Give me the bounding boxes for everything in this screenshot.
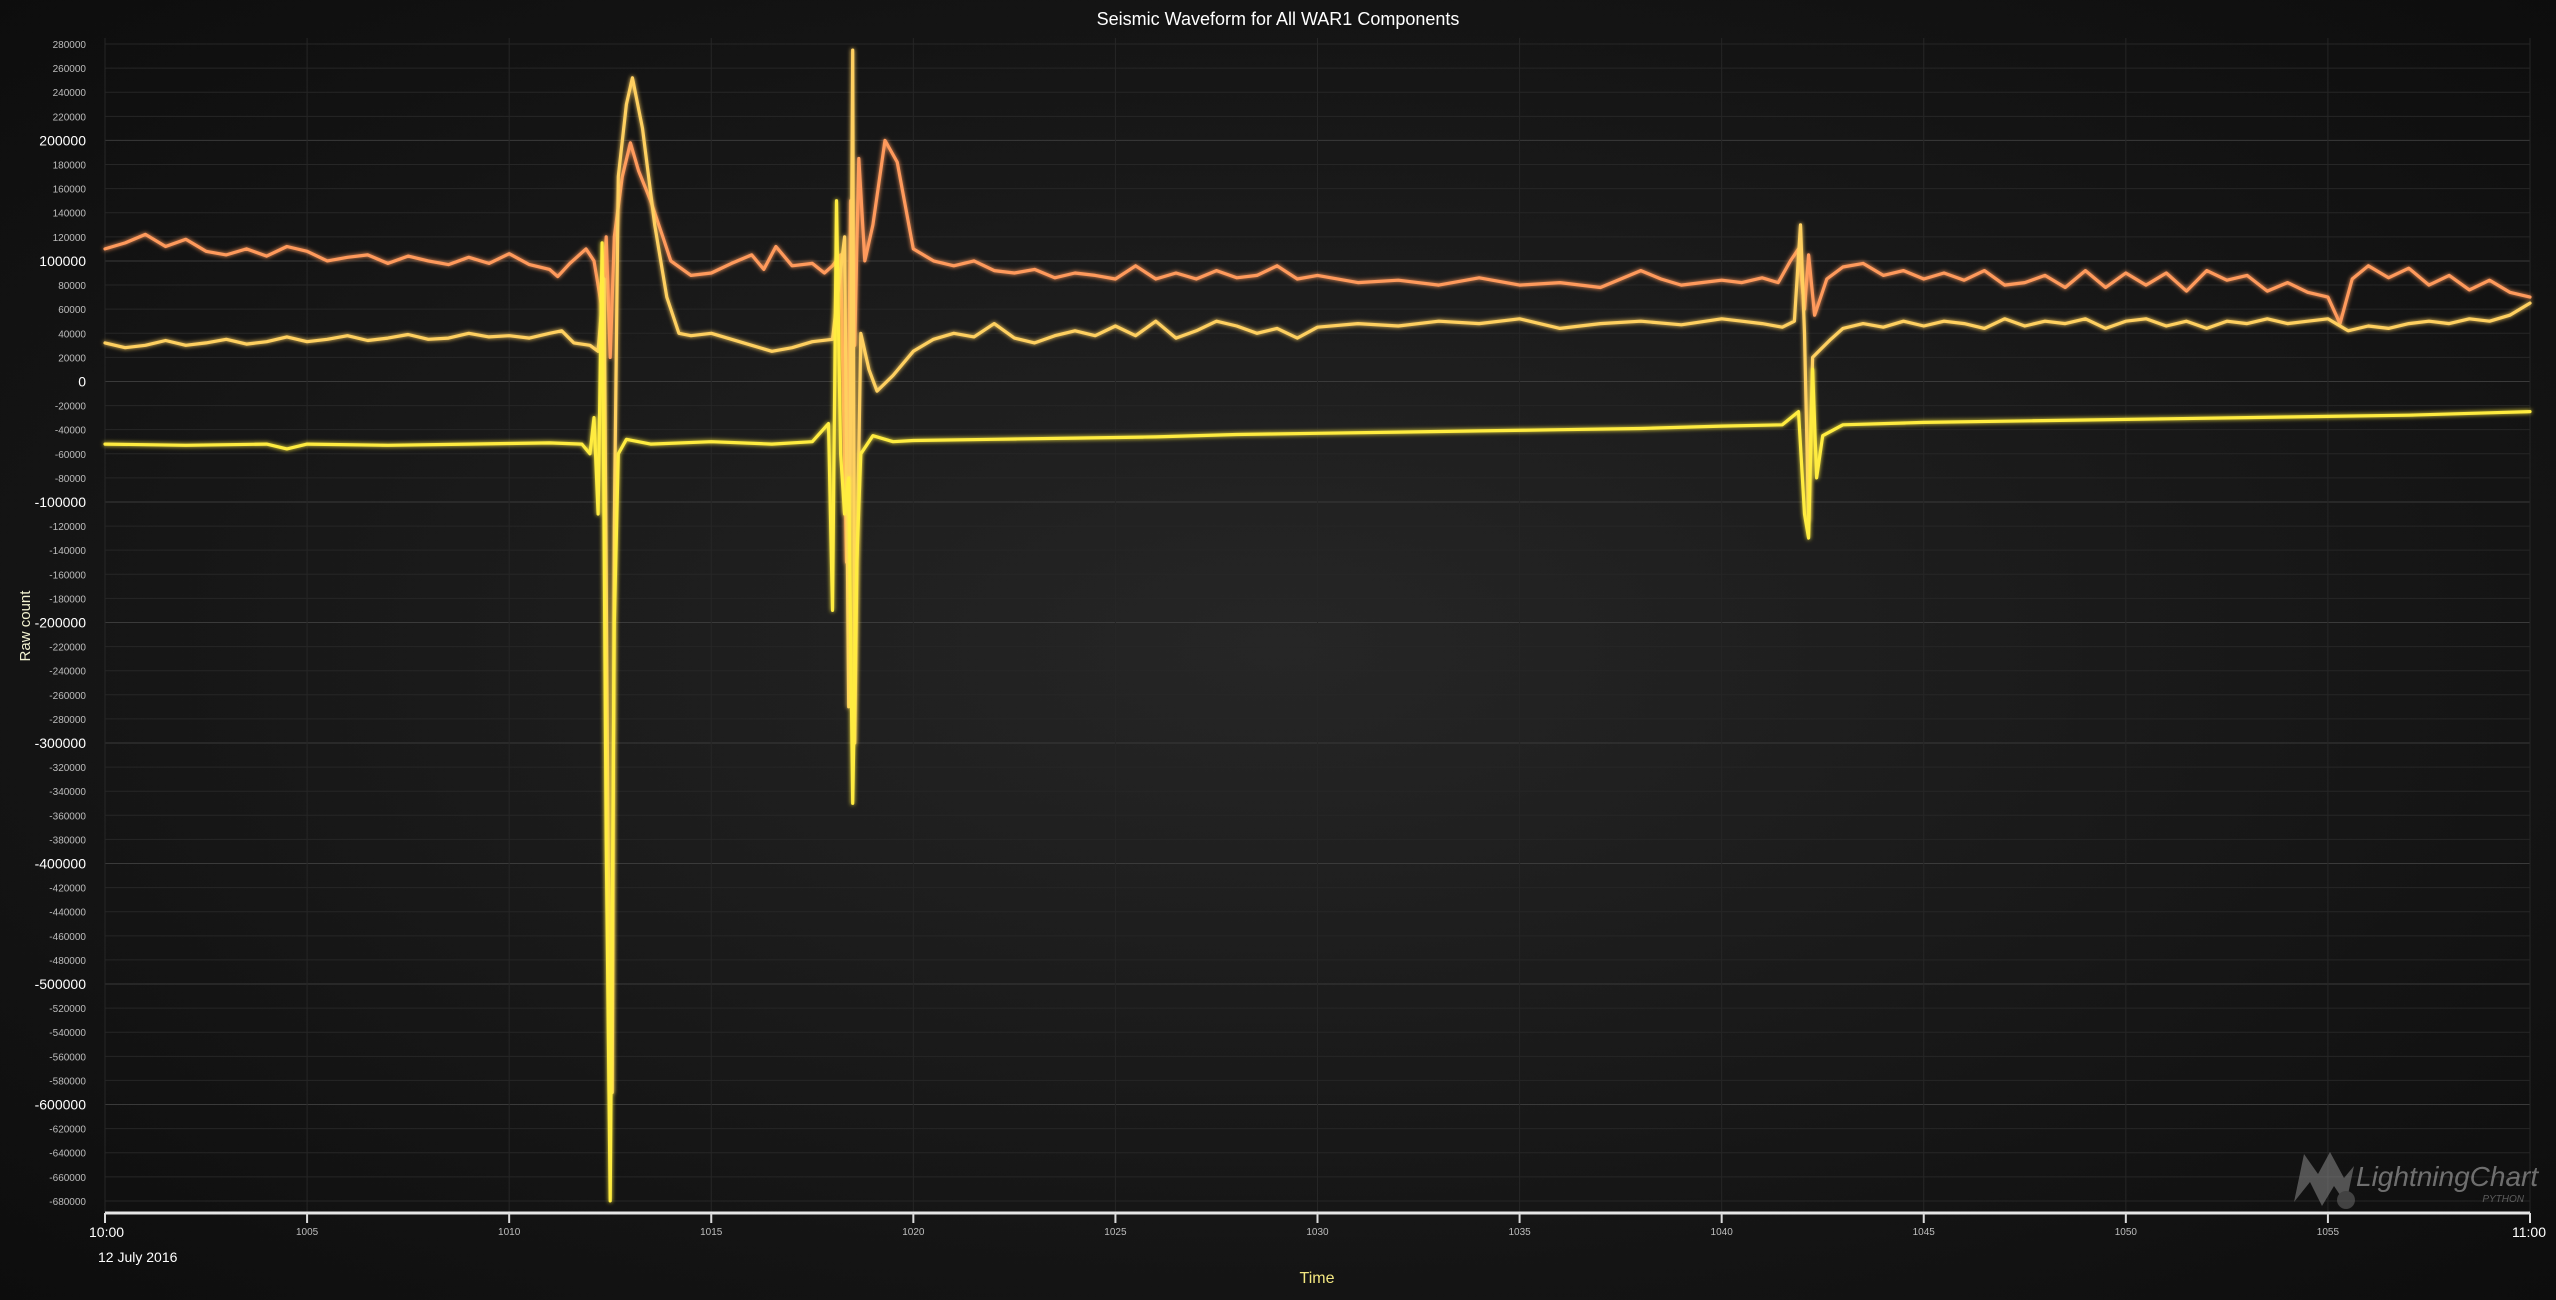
y-tick-label: -680000 — [49, 1197, 86, 1208]
y-tick-label: -560000 — [49, 1052, 86, 1063]
y-tick-label: -160000 — [49, 570, 86, 581]
y-tick-label: -580000 — [49, 1076, 86, 1087]
y-tick-label: -60000 — [55, 450, 87, 461]
y-tick-label: -660000 — [49, 1173, 86, 1184]
y-tick-label: 260000 — [53, 64, 87, 75]
y-tick-label: 20000 — [58, 353, 86, 364]
x-tick-label: 1050 — [2115, 1227, 2138, 1238]
y-tick-label: 40000 — [58, 329, 86, 340]
y-tick-label: -180000 — [49, 594, 86, 605]
y-tick-label: -340000 — [49, 787, 86, 798]
y-tick-label: -380000 — [49, 835, 86, 846]
y-tick-label: -240000 — [49, 667, 86, 678]
y-tick-label: -100000 — [35, 494, 87, 510]
y-tick-label: 80000 — [58, 281, 86, 292]
y-tick-label: 220000 — [53, 112, 87, 123]
lightningchart-logo: LightningChart PYTHON — [2294, 1152, 2539, 1209]
y-tick-label: -480000 — [49, 956, 86, 967]
y-tick-label: -500000 — [35, 976, 87, 992]
y-tick-label: -460000 — [49, 932, 86, 943]
x-tick-label: 1040 — [1711, 1227, 1734, 1238]
x-tick-label: 1015 — [700, 1227, 723, 1238]
y-tick-label: 100000 — [39, 253, 86, 269]
y-axis-ticks: 2800002600002400002200002000001800001600… — [35, 40, 87, 1208]
y-tick-label: -440000 — [49, 908, 86, 919]
y-tick-label: -140000 — [49, 546, 86, 557]
y-tick-label: -640000 — [49, 1149, 86, 1160]
y-tick-label: -620000 — [49, 1125, 86, 1136]
y-tick-label: -400000 — [35, 856, 87, 872]
y-tick-label: -300000 — [35, 735, 87, 751]
brand-name: LightningChart — [2356, 1161, 2539, 1192]
x-tick-label: 1035 — [1508, 1227, 1531, 1238]
y-tick-label: 0 — [78, 373, 86, 389]
y-tick-label: -540000 — [49, 1028, 86, 1039]
x-tick-label: 10:00 — [89, 1224, 124, 1240]
series-layer — [103, 48, 2532, 1203]
x-tick-label: 11:00 — [2512, 1224, 2546, 1240]
x-tick-label: 1045 — [1913, 1227, 1936, 1238]
y-tick-label: -200000 — [35, 614, 87, 630]
y-tick-label: 140000 — [53, 209, 87, 220]
x-axis-ticks[interactable]: 10:00 1005 1010 1015 1020 1025 1030 1035 1040 104… — [89, 1213, 2546, 1240]
y-tick-label: -20000 — [55, 402, 87, 413]
y-tick-label: -420000 — [49, 884, 86, 895]
x-tick-label: 1010 — [498, 1227, 521, 1238]
y-tick-label: -280000 — [49, 715, 86, 726]
python-badge-icon — [2337, 1191, 2355, 1209]
lightning-logo-icon — [2294, 1152, 2354, 1206]
y-tick-label: 160000 — [53, 185, 87, 196]
series-line-2 — [103, 48, 2532, 1095]
x-tick-label: 1005 — [296, 1227, 319, 1238]
series-line-3 — [103, 199, 2532, 1203]
x-tick-label: 1025 — [1104, 1227, 1127, 1238]
y-tick-label: 200000 — [39, 132, 86, 148]
y-tick-label: -520000 — [49, 1004, 86, 1015]
x-tick-label: 1030 — [1306, 1227, 1329, 1238]
y-tick-label: 240000 — [53, 88, 87, 99]
y-axis-label: Raw count — [17, 590, 34, 662]
y-tick-label: -600000 — [35, 1097, 87, 1113]
x-tick-label: 1055 — [2317, 1227, 2340, 1238]
y-tick-label: 60000 — [58, 305, 86, 316]
y-tick-label: -120000 — [49, 522, 86, 533]
series-line-1 — [103, 138, 2532, 564]
x-axis-label: Time — [1300, 1270, 1335, 1287]
y-tick-label: -40000 — [55, 426, 87, 437]
y-tick-label: 120000 — [53, 233, 87, 244]
y-tick-label: -260000 — [49, 691, 86, 702]
chart-title: Seismic Waveform for All WAR1 Components — [1097, 9, 1460, 29]
y-tick-label: -220000 — [49, 643, 86, 654]
x-tick-label: 1020 — [902, 1227, 925, 1238]
date-label: 12 July 2016 — [98, 1249, 178, 1265]
y-tick-label: -80000 — [55, 474, 87, 485]
grid-layer — [104, 38, 2531, 1213]
y-tick-label: 180000 — [53, 161, 87, 172]
y-tick-label: -360000 — [49, 811, 86, 822]
brand-sub: PYTHON — [2482, 1194, 2524, 1205]
y-tick-label: -320000 — [49, 763, 86, 774]
y-tick-label: 280000 — [53, 40, 87, 51]
